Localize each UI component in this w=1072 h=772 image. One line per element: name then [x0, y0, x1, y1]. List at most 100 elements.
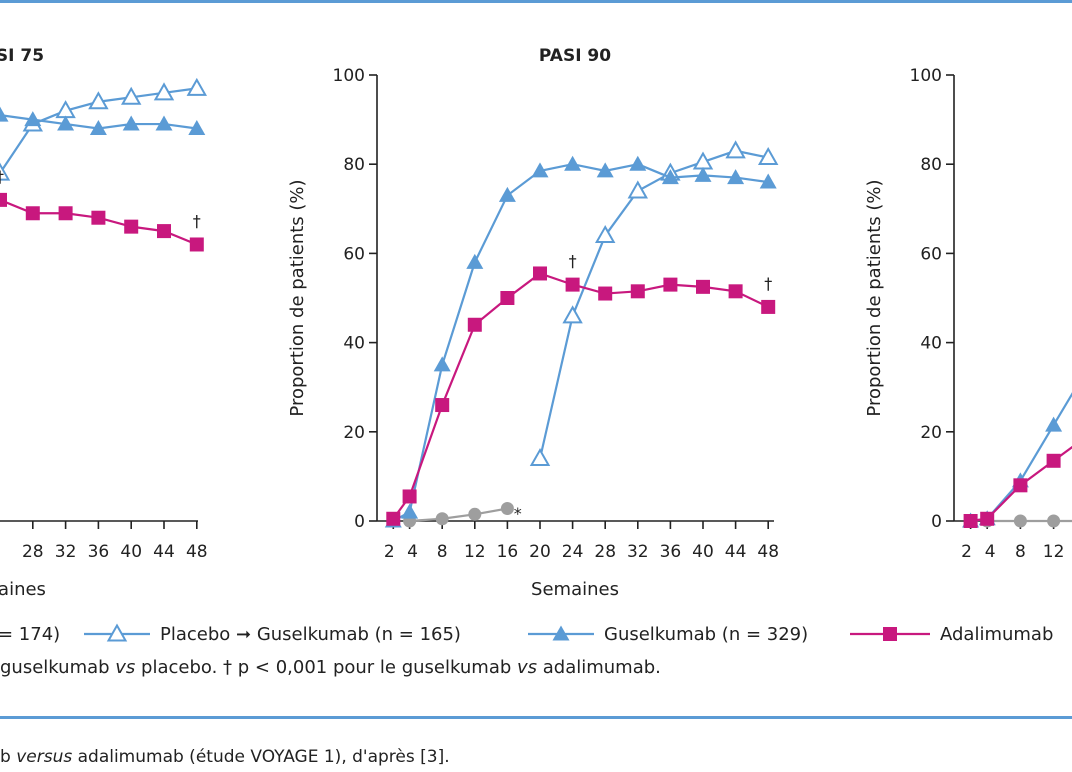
series — [529, 140, 779, 467]
y-tick-label: 80 — [343, 155, 365, 175]
legend-label: = 174) — [0, 624, 60, 645]
annotation-mark: * — [514, 504, 522, 523]
x-tick-label: 40 — [692, 542, 714, 562]
data-point — [594, 225, 616, 244]
x-tick-label: 32 — [627, 542, 649, 562]
data-point — [761, 299, 776, 314]
data-point — [57, 115, 75, 131]
chart-title: SI 75 — [0, 46, 44, 66]
series-line — [970, 445, 1072, 523]
data-point — [980, 511, 995, 526]
data-point — [91, 210, 106, 225]
data-point — [500, 291, 515, 305]
x-tick-label: 24 — [562, 542, 584, 562]
series — [0, 106, 206, 136]
x-tick-label: 2 — [384, 542, 395, 562]
data-point — [565, 277, 580, 292]
data-point — [89, 120, 107, 136]
series-line — [392, 272, 769, 520]
legend-marker — [883, 627, 897, 641]
data-point — [124, 219, 139, 234]
data-point — [596, 162, 614, 178]
legend-label: Guselkumab (n = 329) — [604, 624, 808, 645]
x-axis-label: aines — [0, 579, 46, 600]
data-point — [661, 169, 679, 185]
y-tick-label: 0 — [931, 512, 942, 532]
x-tick-label: 48 — [757, 542, 779, 562]
data-point — [1047, 514, 1061, 528]
data-point — [531, 162, 549, 178]
data-point — [1045, 416, 1063, 432]
y-tick-label: 60 — [920, 244, 942, 264]
x-tick-label: 36 — [660, 542, 682, 562]
legend-marker — [106, 623, 128, 642]
legend: = 174) Placebo ➞ Guselkumab (n = 165) Guse… — [0, 623, 1053, 645]
y-tick-label: 100 — [910, 66, 942, 86]
x-tick-label: 12 — [464, 542, 486, 562]
x-tick-label: 2 — [961, 542, 972, 562]
caption-text-2: adalimumab (étude VOYAGE 1), d'après [3]… — [72, 747, 450, 767]
footnote-text-1: guselkumab — [0, 657, 116, 678]
y-axis-label: Proportion de patients (%) — [287, 179, 308, 416]
x-tick-label: 4 — [407, 542, 418, 562]
series-line — [392, 163, 769, 522]
y-tick-label: 80 — [920, 155, 942, 175]
top-rule — [0, 0, 1072, 3]
data-point — [466, 253, 484, 269]
data-point — [1013, 514, 1027, 528]
data-point — [694, 166, 712, 182]
x-tick-label: 44 — [153, 542, 175, 562]
data-point — [401, 503, 419, 519]
data-point — [467, 317, 482, 332]
annotation-mark: † — [569, 252, 577, 271]
chart-panel-right: 0 20 40 60 80 100 Proportion de patients (%) 2 4… — [864, 66, 1072, 562]
data-point — [533, 266, 547, 281]
x-axis-label: Semaines — [531, 579, 619, 600]
series — [384, 155, 777, 528]
x-tick-label: 12 — [1043, 542, 1065, 562]
data-point — [433, 356, 451, 372]
data-point — [498, 186, 516, 202]
data-point — [24, 111, 42, 127]
data-point — [186, 77, 208, 96]
data-point — [386, 511, 401, 526]
y-axis-label: Proportion de patients (%) — [864, 179, 885, 416]
footnote-vs-2: vs — [517, 657, 538, 678]
data-point — [435, 398, 450, 413]
figure-caption: b versus adalimumab (étude VOYAGE 1), d'… — [0, 747, 1072, 767]
data-point — [0, 192, 7, 207]
data-point — [157, 224, 171, 239]
data-point — [153, 82, 175, 101]
y-tick-label: 20 — [343, 423, 365, 443]
x-tick-label: 20 — [529, 542, 551, 562]
data-point — [500, 502, 514, 516]
x-tick-label: 16 — [497, 542, 519, 562]
data-point — [627, 180, 649, 199]
data-point — [1046, 453, 1061, 468]
series-line — [538, 149, 769, 459]
data-point — [402, 489, 417, 504]
data-point — [1013, 478, 1028, 493]
data-point — [122, 115, 140, 131]
x-tick-label: 48 — [186, 542, 208, 562]
data-point — [189, 237, 204, 252]
data-point — [963, 514, 978, 528]
series — [980, 514, 1072, 528]
chart-panel-pasi90: PASI 90 0 20 40 60 80 100 Proportion de patient… — [287, 46, 779, 600]
y-tick-label: 0 — [354, 512, 365, 532]
legend-marker — [552, 625, 570, 641]
series-line — [409, 507, 508, 523]
legend-label: Placebo ➞ Guselkumab (n = 165) — [160, 624, 461, 645]
chart-panel-pasi75: SI 754283236404448aines†† — [0, 46, 208, 600]
data-point — [120, 86, 142, 105]
data-point — [0, 162, 11, 181]
figure-charts: SI 754283236404448aines†† PASI 900204060… — [0, 46, 1072, 645]
legend-label: Adalimumab — [940, 624, 1053, 645]
data-point — [725, 140, 746, 159]
y-tick-label: 100 — [333, 66, 365, 86]
data-point — [629, 155, 647, 171]
annotation-mark: † — [764, 274, 772, 293]
footnote: guselkumab vs placebo. † p < 0,001 pour … — [0, 657, 1072, 678]
x-tick-label: 28 — [594, 542, 616, 562]
data-point — [564, 155, 582, 171]
